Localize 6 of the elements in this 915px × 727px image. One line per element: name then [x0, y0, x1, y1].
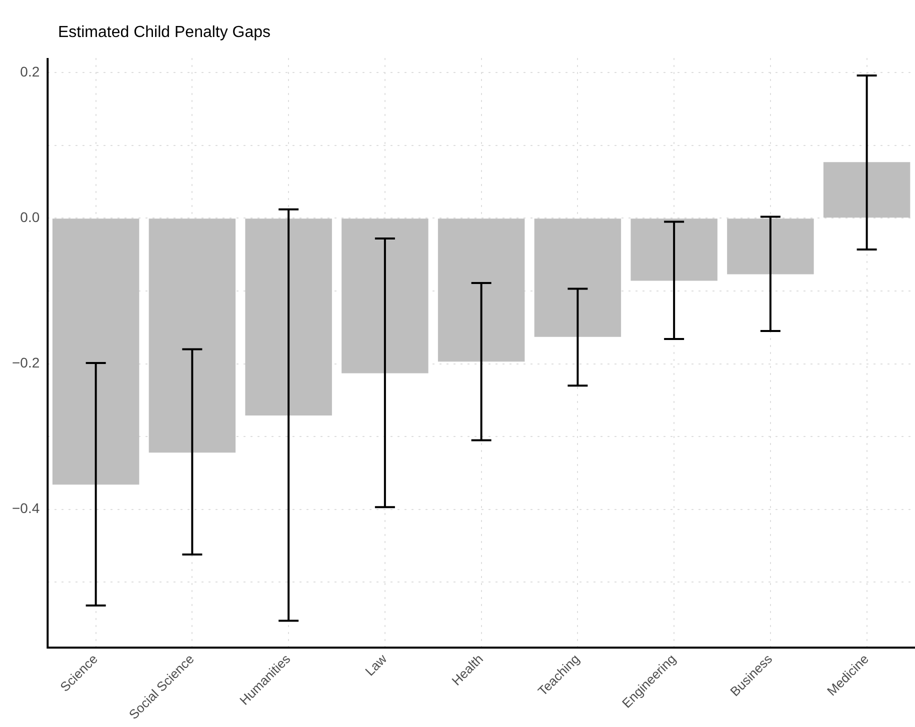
chart-title: Estimated Child Penalty Gaps — [58, 24, 271, 42]
y-tick-label: 0.2 — [20, 63, 40, 80]
y-tick-label: 0.0 — [20, 209, 40, 226]
y-tick-label: −0.4 — [12, 500, 40, 516]
x-tick-label: Law — [362, 650, 390, 679]
y-tick-label: −0.2 — [12, 354, 40, 371]
